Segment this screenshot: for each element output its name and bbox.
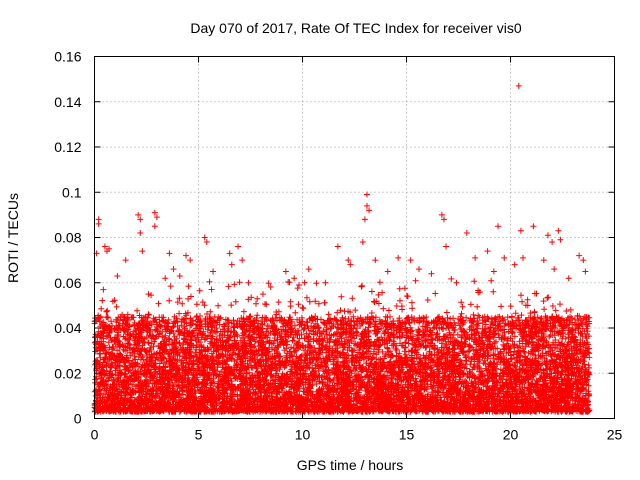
outlier-point	[135, 211, 142, 218]
outlier-point	[347, 261, 354, 268]
outlier-point	[137, 229, 144, 236]
outlier-point	[170, 266, 177, 273]
x-tick-label: 5	[195, 427, 203, 443]
outlier-point	[511, 261, 518, 268]
outlier-point	[395, 254, 402, 261]
outlier-point	[438, 211, 445, 218]
outlier-point	[114, 272, 121, 279]
outlier-point	[239, 257, 246, 264]
outlier-point	[151, 223, 158, 230]
outlier-point	[305, 266, 312, 273]
outlier-point	[515, 82, 522, 89]
y-tick-labels: 0 0.02 0.04 0.06 0.08 0.1 0.12 0.14 0.16	[54, 49, 81, 427]
y-tick-label: 0.02	[54, 365, 81, 381]
outlier-point	[484, 248, 491, 255]
outlier-point	[530, 223, 537, 230]
y-tick-label: 0.12	[54, 139, 81, 155]
outlier-point	[363, 191, 370, 198]
outlier-point	[384, 268, 391, 275]
outlier-point	[345, 257, 352, 264]
outlier-point	[235, 243, 242, 250]
outlier-point	[565, 275, 572, 282]
outlier-point	[490, 268, 497, 275]
y-tick-label: 0.04	[54, 320, 81, 336]
x-tick-label: 20	[503, 427, 519, 443]
y-axis-label: ROTI / TECUs	[5, 193, 21, 283]
outlier-point	[582, 268, 589, 275]
outlier-point	[361, 216, 368, 223]
outlier-point	[259, 291, 266, 298]
outlier-point	[453, 279, 460, 286]
bulk-points	[91, 275, 593, 415]
outlier-point	[291, 275, 298, 282]
outlier-point	[201, 234, 208, 241]
outlier-point	[540, 257, 547, 264]
outlier-point	[495, 223, 502, 230]
outlier-point	[551, 266, 558, 273]
outlier-point	[151, 209, 158, 216]
x-tick-label: 0	[91, 427, 99, 443]
outlier-point	[517, 227, 524, 234]
outlier-point	[203, 239, 210, 246]
outlier-point	[544, 232, 551, 239]
outlier-point	[555, 227, 562, 234]
outlier-point	[472, 254, 479, 261]
outlier-point	[407, 257, 414, 264]
y-tick-label: 0.1	[62, 184, 82, 200]
outlier-point	[282, 268, 289, 275]
x-axis-label: GPS time / hours	[297, 457, 404, 473]
outlier-point	[363, 202, 370, 209]
outlier-point	[519, 254, 526, 261]
y-tick-label: 0	[74, 411, 82, 427]
outlier-point	[443, 243, 450, 250]
outlier-point	[576, 252, 583, 259]
outlier-point	[428, 270, 435, 277]
outlier-point	[106, 245, 113, 252]
outlier-point	[122, 257, 129, 264]
outlier-point	[334, 243, 341, 250]
outlier-point	[372, 257, 379, 264]
outlier-point	[176, 272, 183, 279]
x-tick-labels: 0 5 10 15 20 25	[91, 427, 623, 443]
outlier-point	[501, 254, 508, 261]
outlier-point	[322, 279, 329, 286]
outlier-point	[95, 220, 102, 227]
outlier-point	[187, 257, 194, 264]
y-tick-label: 0.16	[54, 49, 81, 65]
data-points	[91, 82, 593, 415]
outlier-point	[210, 268, 217, 275]
outlier-point	[359, 239, 366, 246]
chart-title: Day 070 of 2017, Rate Of TEC Index for r…	[190, 20, 521, 36]
outlier-point	[440, 216, 447, 223]
outlier-point	[145, 291, 152, 298]
x-tick-label: 15	[399, 427, 415, 443]
y-tick-label: 0.06	[54, 275, 81, 291]
outlier-point	[139, 248, 146, 255]
x-tick-label: 25	[607, 427, 623, 443]
x-tick-label: 10	[295, 427, 311, 443]
y-tick-label: 0.08	[54, 230, 81, 246]
outlier-point	[415, 266, 422, 273]
outlier-point	[183, 252, 190, 259]
outlier-point	[226, 250, 233, 257]
axis-ticks	[94, 56, 615, 419]
outlier-point	[153, 214, 160, 221]
y-tick-label: 0.14	[54, 94, 81, 110]
outlier-point	[549, 239, 556, 246]
outlier-point	[557, 236, 564, 243]
outlier-point	[137, 216, 144, 223]
outlier-point	[166, 250, 173, 257]
outlier-point	[463, 229, 470, 236]
outlier-point	[245, 279, 252, 286]
outlier-point	[228, 261, 235, 268]
outlier-point	[366, 207, 373, 214]
outlier-point	[101, 243, 108, 250]
outlier-point	[162, 275, 169, 282]
outlier-point	[580, 257, 587, 264]
